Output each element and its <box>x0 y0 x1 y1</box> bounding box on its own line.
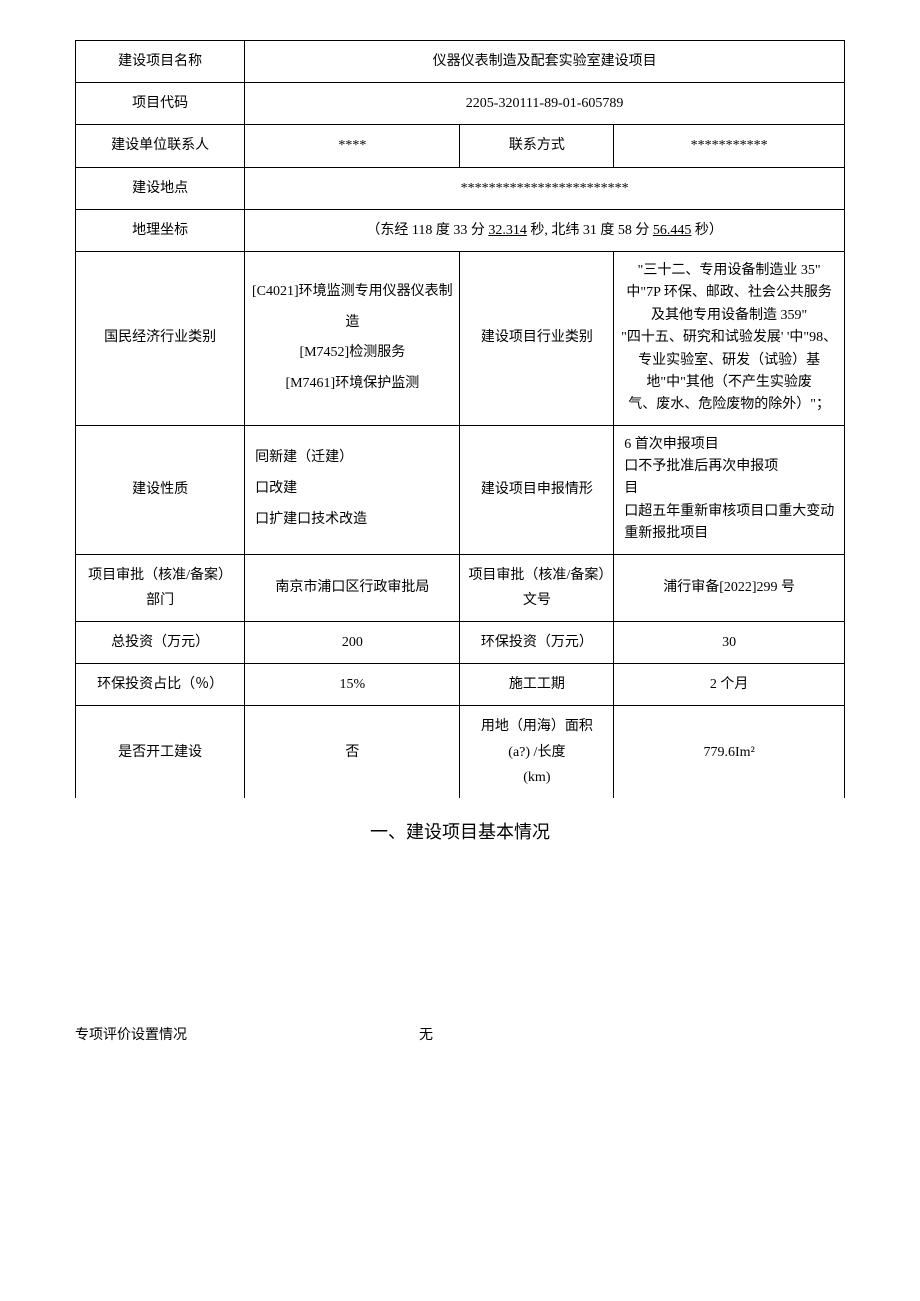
label-geo: 地理坐标 <box>76 209 245 251</box>
label-area: 用地（用海）面积(a?) /长度(km) <box>460 706 614 798</box>
table-row: 建设性质 囘新建（迁建）口改建口扩建口技术改造 建设项目申报情形 6 首次申报项… <box>76 425 845 554</box>
label-env-invest: 环保投资（万元） <box>460 622 614 664</box>
geo-sec1: 32.314 <box>488 223 527 238</box>
geo-mid: 秒, 北纬 31 度 58 分 <box>527 223 653 238</box>
label-total-invest: 总投资（万元） <box>76 622 245 664</box>
geo-prefix: （东经 118 度 33 分 <box>366 223 488 238</box>
label-nature: 建设性质 <box>76 425 245 554</box>
table-row: 环保投资占比（％） 15% 施工工期 2 个月 <box>76 664 845 706</box>
value-economy-industry: [C4021]环境监测专用仪器仪表制造[M7452]检测服务[M7461]环境保… <box>245 251 460 425</box>
footer-left: 专项评价设置情况 <box>75 1024 187 1044</box>
table-row: 国民经济行业类别 [C4021]环境监测专用仪器仪表制造[M7452]检测服务[… <box>76 251 845 425</box>
value-project-name: 仪器仪表制造及配套实验室建设项目 <box>245 41 845 83</box>
table-row: 项目审批（核准/备案）部门 南京市浦口区行政审批局 项目审批（核准/备案）文号 … <box>76 554 845 621</box>
table-row: 建设单位联系人 **** 联系方式 *********** <box>76 125 845 167</box>
geo-sec2: 56.445 <box>653 223 692 238</box>
value-declare: 6 首次申报项目口不予批准后再次申报项目口超五年重新审核项目口重大变动重新报批项… <box>614 425 845 554</box>
value-approval-dept: 南京市浦口区行政审批局 <box>245 554 460 621</box>
label-approval-no: 项目审批（核准/备案）文号 <box>460 554 614 621</box>
table-row: 总投资（万元） 200 环保投资（万元） 30 <box>76 622 845 664</box>
section-title: 一、建设项目基本情况 <box>75 818 845 844</box>
footer-right: 无 <box>187 1024 665 1044</box>
table-row: 地理坐标 （东经 118 度 33 分 32.314 秒, 北纬 31 度 58… <box>76 209 845 251</box>
label-approval-dept: 项目审批（核准/备案）部门 <box>76 554 245 621</box>
label-contact-method: 联系方式 <box>460 125 614 167</box>
label-duration: 施工工期 <box>460 664 614 706</box>
value-contact: **** <box>245 125 460 167</box>
table-row: 项目代码 2205-320111-89-01-605789 <box>76 83 845 125</box>
value-nature: 囘新建（迁建）口改建口扩建口技术改造 <box>245 425 460 554</box>
value-started: 否 <box>245 706 460 798</box>
label-project-code: 项目代码 <box>76 83 245 125</box>
table-row: 建设地点 ************************ <box>76 167 845 209</box>
project-info-table: 建设项目名称 仪器仪表制造及配套实验室建设项目 项目代码 2205-320111… <box>75 40 845 798</box>
value-duration: 2 个月 <box>614 664 845 706</box>
value-project-industry: "三十二、专用设备制造业 35"中"7P 环保、邮政、社会公共服务及其他专用设备… <box>614 251 845 425</box>
value-env-ratio: 15% <box>245 664 460 706</box>
value-address: ************************ <box>245 167 845 209</box>
label-project-industry: 建设项目行业类别 <box>460 251 614 425</box>
label-started: 是否开工建设 <box>76 706 245 798</box>
footer-row: 专项评价设置情况 无 <box>75 1024 845 1044</box>
value-total-invest: 200 <box>245 622 460 664</box>
table-row: 是否开工建设 否 用地（用海）面积(a?) /长度(km) 779.6Im² <box>76 706 845 798</box>
label-env-ratio: 环保投资占比（％） <box>76 664 245 706</box>
label-contact: 建设单位联系人 <box>76 125 245 167</box>
value-contact-method: *********** <box>614 125 845 167</box>
label-economy-industry: 国民经济行业类别 <box>76 251 245 425</box>
value-area: 779.6Im² <box>614 706 845 798</box>
value-geo: （东经 118 度 33 分 32.314 秒, 北纬 31 度 58 分 56… <box>245 209 845 251</box>
label-declare: 建设项目申报情形 <box>460 425 614 554</box>
value-env-invest: 30 <box>614 622 845 664</box>
label-address: 建设地点 <box>76 167 245 209</box>
geo-suffix: 秒） <box>691 223 723 238</box>
table-row: 建设项目名称 仪器仪表制造及配套实验室建设项目 <box>76 41 845 83</box>
label-project-name: 建设项目名称 <box>76 41 245 83</box>
value-approval-no: 浦行审备[2022]299 号 <box>614 554 845 621</box>
value-project-code: 2205-320111-89-01-605789 <box>245 83 845 125</box>
